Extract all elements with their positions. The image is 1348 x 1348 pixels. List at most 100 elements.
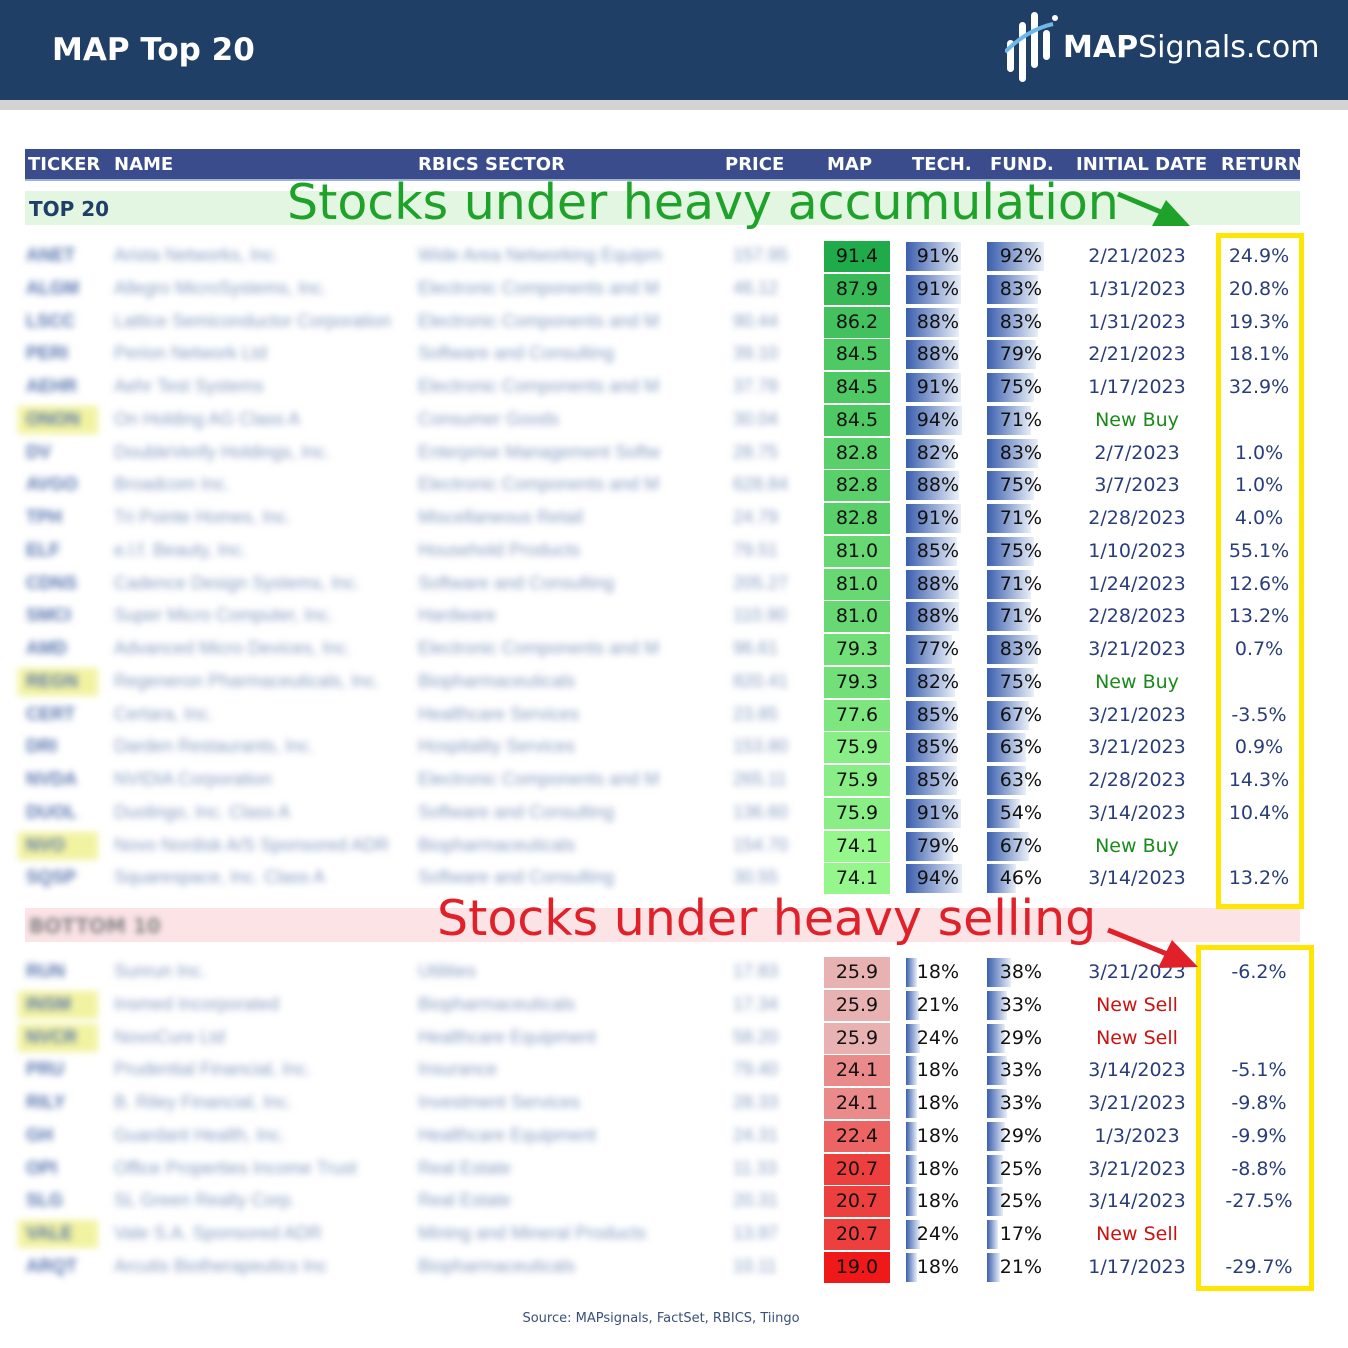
source-note: Source: MAPsignals, FactSet, RBICS, Tiin… (522, 1311, 800, 1326)
blurred-row: ANET Arista Networks, Inc. Wide Area Netwo… (18, 241, 798, 271)
sector: Software and Consulting (418, 572, 615, 593)
fund-bar-fill (987, 766, 1026, 795)
initial-date: 1/31/2023 (1088, 277, 1186, 300)
table-row: 24.1 18% 33% 3/21/2023 -9.8% (0, 1088, 1348, 1121)
ticker: SLG (26, 1190, 64, 1211)
table-row: 87.9 91% 83% 1/31/2023 20.8% (0, 273, 1348, 307)
sector: Healthcare Equipment (418, 1026, 597, 1047)
company-name: Advanced Micro Devices, Inc. (114, 638, 352, 658)
ticker: RUN (26, 961, 65, 981)
company-name: Sunrun Inc. (114, 961, 207, 981)
table-row: 19.0 18% 21% 1/17/2023 -29.7% (0, 1251, 1348, 1285)
fund-bar: 33% (987, 990, 1049, 1021)
price: 37.78 (733, 376, 779, 396)
bottom-return-highlight-box (1196, 945, 1314, 1291)
blurred-row: PERI Perion Network Ltd Software and Consu… (18, 339, 798, 369)
table-row: 91.4 91% 92% 2/21/2023 24.9% (0, 241, 1348, 274)
sector: Electronic Components and M (418, 310, 660, 331)
tech-bar: 88% (906, 339, 966, 370)
sector: Biopharmaceuticals (418, 1255, 576, 1276)
sector: Biopharmaceuticals (418, 993, 576, 1014)
price: 11.33 (733, 1157, 777, 1178)
tech-bar-fill (906, 635, 952, 664)
fund-bar-value: 92% (999, 245, 1042, 267)
tech-bar-fill (906, 1220, 920, 1249)
initial-date: 3/21/2023 (1088, 703, 1186, 726)
map-score: 86.2 (824, 306, 890, 338)
accumulation-annotation: Stocks under heavy accumulation (287, 174, 1119, 231)
ticker: NVO (26, 834, 66, 855)
return-value: 20.8% (1228, 277, 1290, 300)
return-value: 4.0% (1234, 507, 1284, 529)
map-score: 25.9 (824, 957, 890, 988)
fund-bar: 71% (987, 503, 1049, 534)
initial-date: New Sell (1096, 1026, 1178, 1049)
tech-bar: 91% (906, 274, 966, 305)
initial-date: 3/7/2023 (1094, 474, 1180, 497)
company-name: On Holding AG Class A (114, 408, 301, 429)
table-row: 82.8 88% 75% 3/7/2023 1.0% (0, 470, 1348, 503)
company-name: Certara, Inc. (114, 703, 214, 724)
col-return: RETURN (1221, 154, 1303, 175)
tech-bar-fill (906, 1089, 917, 1118)
tech-bar-value: 88% (916, 310, 959, 333)
ticker-highlight (18, 831, 98, 860)
initial-date: 3/21/2023 (1088, 638, 1186, 660)
initial-date: 2/28/2023 (1088, 507, 1186, 529)
fund-bar: 71% (987, 601, 1049, 632)
ticker-highlight (18, 990, 98, 1019)
tech-bar-fill (906, 602, 959, 632)
tech-bar-fill (906, 242, 961, 271)
company-name: Squarespace, Inc. Class A (114, 867, 326, 888)
tech-bar: 24% (906, 1219, 966, 1250)
map-score: 82.8 (824, 437, 890, 469)
company-name: Regeneron Pharmaceuticals, Inc. (114, 670, 381, 691)
map-score: 81.0 (824, 601, 890, 633)
initial-date: 3/14/2023 (1088, 867, 1186, 890)
map-score: 82.8 (824, 503, 890, 534)
fund-bar-fill (987, 536, 1034, 566)
sector: Insurance (418, 1059, 498, 1080)
tech-bar: 85% (906, 700, 966, 731)
sector: Mining and Mineral Products (418, 1223, 647, 1243)
table-row: 84.5 91% 75% 1/17/2023 32.9% (0, 372, 1348, 405)
sector: Enterprise Management Softw (418, 441, 661, 462)
tech-bar-value: 85% (916, 539, 959, 562)
company-name: Prudential Financial, Inc. (114, 1059, 312, 1080)
tech-bar: 77% (906, 634, 966, 665)
price: 13.97 (733, 1223, 779, 1243)
fund-bar: 75% (987, 470, 1049, 501)
fund-bar: 33% (987, 1088, 1049, 1119)
tech-bar-value: 24% (916, 1026, 959, 1049)
table-row: 75.9 85% 63% 3/21/2023 0.9% (0, 732, 1348, 765)
sector: Healthcare Services (418, 703, 580, 724)
return-value: 0.9% (1234, 736, 1284, 759)
fund-bar-value: 83% (999, 310, 1042, 333)
fund-bar-value: 17% (999, 1223, 1042, 1245)
tech-bar-fill (906, 733, 957, 763)
tech-bar-value: 18% (916, 1255, 959, 1278)
tech-bar: 18% (906, 1154, 966, 1185)
fund-bar-fill (987, 438, 1038, 468)
fund-bar-value: 29% (999, 1026, 1042, 1049)
table-row: 82.8 91% 71% 2/28/2023 4.0% (0, 503, 1348, 536)
fund-bar-fill (987, 831, 1029, 861)
blurred-row: SMCI Super Micro Computer, Inc. Hardware 11… (18, 601, 798, 631)
fund-bar-fill (987, 1121, 1005, 1151)
price: 96.61 (733, 638, 779, 658)
company-name: Arista Networks, Inc. (114, 245, 280, 265)
fund-bar-fill (987, 990, 1007, 1020)
table-row: 74.1 94% 46% 3/14/2023 13.2% (0, 863, 1348, 896)
company-name: Aehr Test Systems (114, 376, 264, 396)
tech-bar-fill (906, 1252, 917, 1282)
fund-bar: 29% (987, 1023, 1049, 1054)
tech-bar-value: 88% (916, 474, 959, 497)
ticker: RILY (26, 1092, 66, 1112)
tech-bar-value: 88% (916, 605, 959, 628)
selling-annotation: Stocks under heavy selling (437, 890, 1097, 947)
map-score: 84.5 (824, 372, 890, 403)
fund-bar: 92% (987, 241, 1049, 272)
ticker: VALE (26, 1223, 73, 1243)
map-score: 91.4 (824, 241, 890, 272)
return-value: -5.1% (1231, 1059, 1287, 1082)
